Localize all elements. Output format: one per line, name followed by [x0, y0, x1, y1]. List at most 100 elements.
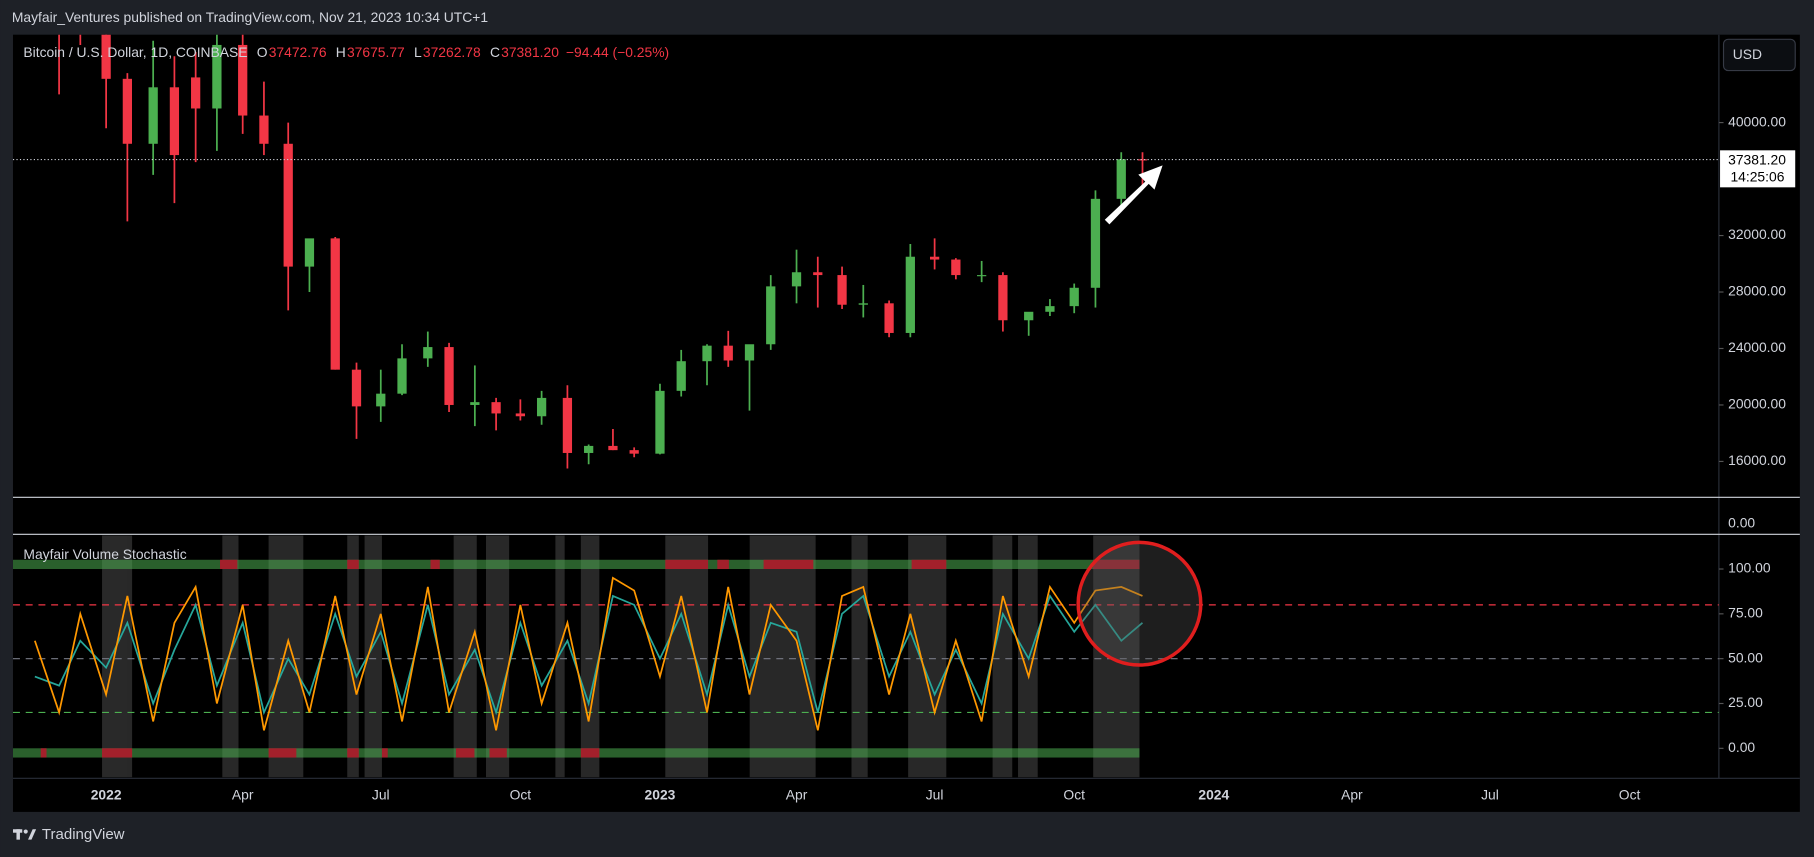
candle-body [723, 345, 733, 361]
candle-body [702, 345, 712, 362]
y-tick-label: 28000.00 [1728, 283, 1786, 299]
candle-body [951, 259, 961, 276]
candle-body [562, 397, 573, 453]
circle-annotation [1076, 540, 1203, 667]
x-tick-label: 2023 [645, 786, 676, 802]
candle-body [629, 450, 639, 454]
y-tick-label: 16000.00 [1728, 452, 1786, 468]
indicator-title: Mayfair Volume Stochastic [23, 546, 186, 562]
brand-logo [12, 829, 37, 840]
x-tick-label: Oct [1619, 786, 1641, 802]
y-tick-label: 50.00 [1728, 649, 1763, 665]
candle-body [1045, 306, 1055, 312]
candle-body [515, 413, 525, 417]
x-tick-label: 2022 [91, 786, 122, 802]
y-tick-label: 24000.00 [1728, 339, 1786, 355]
candle-body [122, 78, 132, 144]
legend-item: 37675.77 [347, 44, 405, 60]
top-signal-bar [12, 559, 1140, 570]
x-tick-label: Apr [232, 786, 254, 802]
candle-body [423, 347, 433, 359]
y-tick-label: 40000.00 [1728, 113, 1786, 129]
y-tick-label: 0.00 [1728, 739, 1755, 755]
bottom-signal-bar [12, 748, 1140, 758]
candle-body [351, 369, 362, 407]
publisher: Mayfair_Ventures published on TradingVie… [12, 9, 489, 25]
candle-body [1024, 311, 1034, 321]
legend-item: H [336, 44, 346, 60]
legend-item: C [490, 44, 500, 60]
candle-body [929, 256, 940, 260]
brand: TradingView [42, 826, 125, 843]
candle-body [998, 275, 1008, 321]
legend-item: Bitcoin / U.S. Dollar, 1D, COINBASE [23, 44, 247, 60]
candle-body [169, 87, 180, 156]
x-tick-label: Jul [372, 786, 390, 802]
y-tick-label: 20000.00 [1728, 396, 1786, 412]
x-tick-label: Jul [1481, 786, 1499, 802]
candle-body [608, 445, 618, 451]
candle-body [397, 358, 407, 394]
candle-body [491, 402, 501, 414]
candle-body [304, 238, 315, 267]
candle-body [1116, 159, 1126, 199]
candle-body [744, 344, 755, 361]
top-signal-segments [220, 559, 1140, 570]
chart-area [12, 34, 1800, 779]
candle-body [376, 393, 386, 407]
price-pane [12, 34, 1719, 469]
x-tick-label: Oct [510, 786, 532, 802]
y-tick-label: 25.00 [1728, 694, 1763, 710]
stoch-line [34, 576, 1143, 731]
legend-item: L [414, 44, 422, 60]
last-price-label: 37381.20 [1728, 151, 1786, 167]
candle-body [212, 44, 222, 109]
currency: USD [1733, 46, 1762, 62]
legend-item: 37472.76 [269, 44, 327, 60]
candle-body [905, 256, 915, 333]
candle-body [655, 390, 665, 454]
candle-body [330, 238, 340, 370]
legend-item: 37381.20 [501, 44, 559, 60]
candle-body [1137, 159, 1148, 161]
time-axis [12, 778, 1800, 812]
candle-body [101, 34, 111, 79]
candle-body [536, 397, 547, 417]
x-tick-label: Oct [1063, 786, 1085, 802]
candle-body [283, 143, 293, 267]
signal-bands [102, 535, 1140, 778]
candle-body [148, 87, 158, 144]
candle-body [766, 286, 776, 345]
legend-item: 37262.78 [423, 44, 481, 60]
legend-item: −94.44 (−0.25%) [566, 44, 669, 60]
candle-body [191, 77, 201, 109]
x-tick-label: Apr [1341, 786, 1363, 802]
candle-body [676, 361, 686, 391]
candle-body [837, 275, 847, 305]
x-tick-label: 2024 [1198, 786, 1229, 802]
x-tick-label: Jul [926, 786, 944, 802]
indicator-pane [12, 576, 1719, 731]
candle-body [791, 272, 802, 287]
currency-button[interactable] [1722, 38, 1796, 72]
candle-body [977, 275, 987, 277]
candle-body [238, 44, 248, 116]
y-tick-label: 0.00 [1728, 515, 1755, 531]
arrow-annotation [1104, 165, 1163, 225]
countdown: 14:25:06 [1730, 169, 1784, 185]
candle-body [470, 402, 480, 405]
candle-body [444, 347, 454, 405]
y-tick-label: 75.00 [1728, 604, 1763, 620]
candle-body [259, 115, 269, 144]
y-tick-label: 100.00 [1728, 560, 1771, 576]
candle-body [1069, 287, 1079, 307]
legend-item: O [257, 44, 268, 60]
candle-body [584, 445, 594, 453]
bottom-signal-segments [40, 748, 600, 758]
candle-body [1090, 198, 1101, 288]
y-tick-label: 32000.00 [1728, 226, 1786, 242]
x-tick-label: Apr [786, 786, 808, 802]
axes: 16000.00 20000.00 24000.00 28000.00 32000.00… [91, 113, 1796, 802]
